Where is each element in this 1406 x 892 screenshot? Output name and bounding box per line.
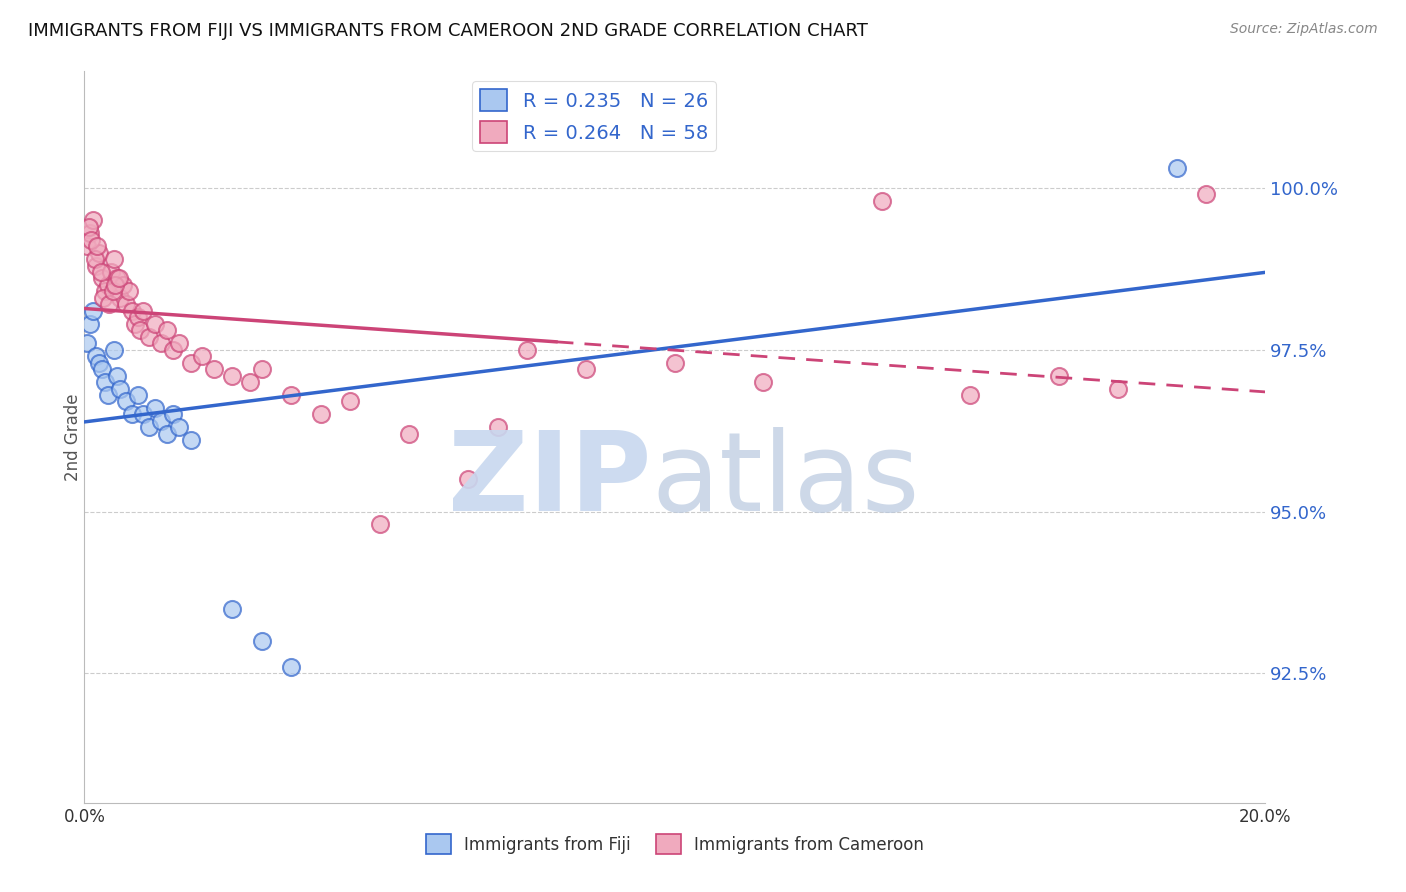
Point bbox=[870, 194, 893, 208]
Point bbox=[84, 252, 107, 266]
Point bbox=[280, 388, 302, 402]
Point bbox=[309, 408, 332, 422]
Point bbox=[111, 277, 134, 292]
Point bbox=[79, 226, 101, 240]
Point bbox=[162, 408, 184, 422]
Point bbox=[486, 420, 509, 434]
Point bbox=[280, 660, 302, 674]
Point bbox=[167, 420, 190, 434]
Point bbox=[91, 271, 114, 285]
Point bbox=[156, 323, 179, 337]
Point bbox=[156, 426, 179, 441]
Point bbox=[97, 277, 120, 292]
Point bbox=[103, 343, 125, 357]
Point bbox=[191, 349, 214, 363]
Legend: Immigrants from Fiji, Immigrants from Cameroon: Immigrants from Fiji, Immigrants from Ca… bbox=[419, 828, 931, 860]
Y-axis label: 2nd Grade: 2nd Grade bbox=[65, 393, 82, 481]
Point bbox=[457, 472, 479, 486]
Point bbox=[90, 265, 112, 279]
Point bbox=[150, 414, 173, 428]
Point bbox=[94, 285, 117, 299]
Point bbox=[103, 252, 125, 266]
Point bbox=[107, 271, 129, 285]
Point bbox=[575, 362, 598, 376]
Point bbox=[104, 277, 127, 292]
Point bbox=[368, 517, 391, 532]
Point bbox=[127, 388, 149, 402]
Point bbox=[132, 303, 155, 318]
Point bbox=[118, 285, 141, 299]
Point bbox=[129, 323, 152, 337]
Point bbox=[138, 420, 160, 434]
Point bbox=[127, 310, 149, 325]
Point bbox=[121, 303, 143, 318]
Point bbox=[1166, 161, 1188, 176]
Point bbox=[1107, 382, 1129, 396]
Point bbox=[108, 382, 131, 396]
Text: IMMIGRANTS FROM FIJI VS IMMIGRANTS FROM CAMEROON 2ND GRADE CORRELATION CHART: IMMIGRANTS FROM FIJI VS IMMIGRANTS FROM … bbox=[28, 22, 868, 40]
Point bbox=[84, 259, 107, 273]
Point bbox=[91, 362, 114, 376]
Point bbox=[84, 349, 107, 363]
Point bbox=[167, 336, 190, 351]
Point bbox=[180, 434, 202, 448]
Point bbox=[150, 336, 173, 351]
Point bbox=[398, 426, 420, 441]
Point bbox=[114, 297, 136, 311]
Point bbox=[76, 239, 98, 253]
Point bbox=[221, 601, 243, 615]
Point bbox=[82, 303, 104, 318]
Point bbox=[132, 408, 155, 422]
Text: ZIP: ZIP bbox=[449, 427, 651, 534]
Text: Source: ZipAtlas.com: Source: ZipAtlas.com bbox=[1230, 22, 1378, 37]
Point bbox=[202, 362, 225, 376]
Point bbox=[752, 375, 775, 389]
Point bbox=[221, 368, 243, 383]
Point bbox=[339, 394, 361, 409]
Point bbox=[82, 213, 104, 227]
Point bbox=[79, 317, 101, 331]
Point bbox=[143, 401, 166, 415]
Point bbox=[1047, 368, 1070, 383]
Point bbox=[124, 317, 146, 331]
Point bbox=[86, 239, 108, 253]
Point bbox=[1195, 187, 1218, 202]
Point bbox=[162, 343, 184, 357]
Point bbox=[114, 394, 136, 409]
Point bbox=[101, 285, 124, 299]
Point bbox=[87, 245, 111, 260]
Point bbox=[664, 356, 686, 370]
Text: atlas: atlas bbox=[651, 427, 920, 534]
Point bbox=[250, 634, 273, 648]
Point bbox=[138, 330, 160, 344]
Point bbox=[121, 408, 143, 422]
Point bbox=[516, 343, 538, 357]
Point bbox=[108, 291, 131, 305]
Point bbox=[98, 297, 121, 311]
Point bbox=[91, 291, 114, 305]
Point bbox=[105, 271, 128, 285]
Point bbox=[143, 317, 166, 331]
Point bbox=[959, 388, 981, 402]
Point bbox=[94, 375, 117, 389]
Point bbox=[87, 356, 111, 370]
Point bbox=[180, 356, 202, 370]
Point bbox=[77, 219, 100, 234]
Point bbox=[105, 368, 128, 383]
Point bbox=[239, 375, 262, 389]
Point bbox=[97, 388, 120, 402]
Point bbox=[76, 336, 98, 351]
Point bbox=[100, 265, 122, 279]
Point bbox=[80, 233, 103, 247]
Point bbox=[250, 362, 273, 376]
